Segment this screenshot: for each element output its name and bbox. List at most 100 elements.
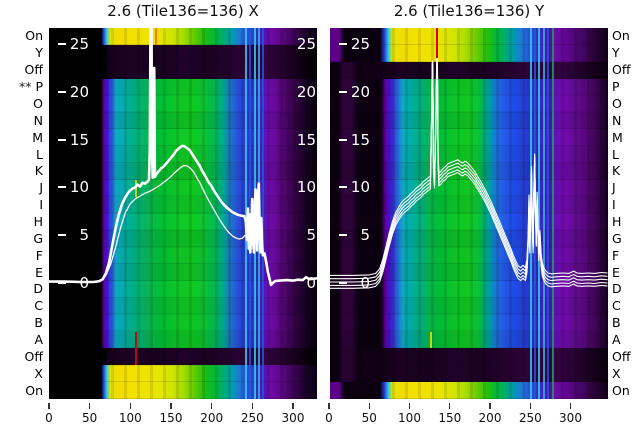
row-label-text: I [39,197,43,213]
row-label-left-p: ** P [0,79,43,95]
row-label-left-j: J [0,180,43,196]
row-label-text: Off [24,348,43,364]
x-tick-label: 50 [361,411,377,425]
x-tick-label: 50 [82,411,98,425]
y-tick-label-right: 15 [296,130,316,149]
row-label-text: B [34,315,43,331]
row-label-right-c: C [612,298,621,314]
y-tick-label: 0 [360,274,370,292]
row-label-right-p: P [612,79,620,94]
x-tick-label: 100 [118,411,142,425]
rfi-mark [430,331,433,349]
x-tick-mark [129,403,131,409]
row-label-left-on: On [0,28,43,44]
y-tick-label: 15 [350,130,370,149]
y-tick-mark [339,43,347,46]
y-tick-label: 25 [350,35,370,54]
y-tick-mark [339,138,347,141]
row-label-right-l: L [612,146,619,162]
row-label-text: On [25,382,43,398]
rfi-stripe [538,28,541,399]
row-label-left-e: E [0,265,43,281]
x-tick-mark [529,403,531,409]
y-tick-mark [339,90,347,93]
x-tick-mark [251,403,253,409]
x-tick-label: 300 [281,411,305,425]
y-tick-label: 10 [69,178,89,197]
row-label-left-off: Off [0,62,43,78]
row-label-right-j: J [612,180,616,196]
row-label-right-x: X [612,365,621,381]
x-tick-mark [211,403,213,409]
rfi-mark [135,331,138,366]
row-label-left-o: O [0,96,43,112]
row-label-right-b: B [612,315,621,331]
row-label-text: E [35,264,43,280]
y-tick-mark [339,282,347,284]
row-label-text: F [35,247,43,263]
row-label-right-y: Y [612,45,620,61]
row-label-text: Off [24,62,43,78]
row-label-text: L [36,146,43,162]
row-label-text: X [34,365,43,381]
y-tick-mark [58,186,66,189]
row-label-left-off: Off [0,349,43,365]
row-label-left-m: M [0,130,43,146]
x-tick-mark [489,403,491,409]
x-tick-label: 200 [200,411,224,425]
row-label-right-k: K [612,163,621,179]
x-tick-label: 300 [559,411,582,425]
x-tick-label: 100 [398,411,421,425]
y-tick-mark [339,186,347,189]
left-panel-title: 2.6 (Tile136=136) X [107,2,259,20]
y-tick-label-right: 0 [306,274,316,292]
row-label-text: P [35,79,43,94]
x-tick-label: 250 [518,411,542,425]
rfi-stripe [543,28,546,399]
row-label-text: On [25,28,43,44]
flagged-marker: ** [18,79,32,94]
x-tick-label: 0 [325,411,333,425]
x-tick-mark [48,403,50,409]
y-tick-label: 20 [350,82,370,101]
x-tick-mark [328,403,330,409]
left-thin-trace [93,164,246,284]
row-label-text: D [33,281,43,297]
x-tick-mark [368,403,370,409]
right-power-curves [330,57,608,289]
row-label-right-i: I [612,197,616,213]
row-label-left-x: X [0,366,43,382]
row-label-text: J [39,180,43,196]
rfi-mark [154,28,157,45]
x-tick-mark [170,403,172,409]
left-main-trace [49,28,317,287]
row-label-left-n: N [0,113,43,129]
row-label-text: O [33,95,43,111]
row-label-left-b: B [0,315,43,331]
row-label-right-m: M [612,129,623,145]
y-tick-label: 10 [350,178,370,197]
y-tick-label: 5 [79,226,89,245]
row-label-left-l: L [0,147,43,163]
row-label-right-on: On [612,28,630,44]
left-power-curves [49,28,317,287]
row-label-left-g: G [0,231,43,247]
row-label-text: H [33,213,43,229]
y-tick-label: 5 [360,226,370,245]
right-panel-title: 2.6 (Tile136=136) Y [393,2,545,20]
y-tick-mark [58,234,66,237]
y-tick-label: 25 [69,35,89,54]
right-trace-bundle [330,70,608,289]
row-label-right-a: A [612,332,621,347]
y-tick-mark [58,138,66,141]
y-tick-label: 20 [69,82,89,101]
row-label-left-c: C [0,298,43,314]
x-tick-mark [408,403,411,409]
x-tick-label: 250 [240,411,264,425]
right-spectrogram-panel: 25 20 15 10 5 0 [330,28,608,399]
row-label-right-o: O [612,95,622,111]
row-label-right-h: H [612,213,622,229]
y-tick-label-right: 25 [296,35,316,54]
row-label-text: M [32,129,43,145]
